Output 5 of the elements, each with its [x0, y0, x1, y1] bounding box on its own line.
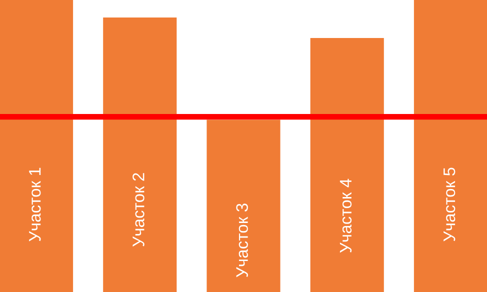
x-tick-label: Участок 3: [236, 204, 248, 278]
x-tick-label: Участок 1: [29, 168, 41, 242]
x-tick-label: Участок 5: [444, 168, 456, 242]
x-tick-label: Участок 2: [132, 173, 144, 247]
x-tick-label: Участок 4: [340, 178, 352, 253]
